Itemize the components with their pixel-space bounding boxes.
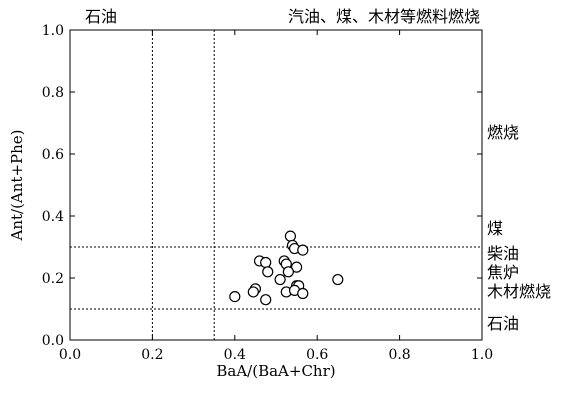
x-tick-label: 0.2 [141,347,163,363]
region-label-wood-combustion: 木材燃烧 [487,282,551,301]
top-right-region-label: 汽油、煤、木材等燃料燃烧 [288,7,480,26]
scatter-point [282,266,294,278]
y-tick-label: 0.8 [42,85,64,101]
x-tick-label: 0.8 [388,347,410,363]
scatter-point [284,230,297,242]
region-label-coking: 焦炉 [487,263,519,282]
scatter-point [260,294,272,306]
x-tick-label: 1.0 [471,347,493,363]
top-left-region-label: 石油 [85,7,117,26]
x-axis-label: BaA/(BaA+Chr) [216,362,335,380]
y-tick-label: 0.0 [42,333,64,349]
region-label-coal: 煤 [487,219,503,238]
plot-frame [69,29,483,341]
scatter-point [229,291,241,303]
x-tick-label: 0.0 [59,347,81,363]
scatter-point [247,286,259,298]
scatter-point [291,261,303,273]
scatter-point [260,256,272,269]
scatter-point [262,266,274,278]
y-axis-label: Ant/(Ant+Phe) [8,130,26,242]
y-tick-label: 0.2 [42,271,64,287]
scatter-point [297,244,309,256]
scatter-point [297,287,309,300]
x-tick-label: 0.4 [224,347,246,363]
region-label-diesel: 柴油 [487,244,519,263]
region-label-combustion: 燃烧 [487,123,519,142]
region-label-petroleum: 石油 [487,314,519,333]
x-tick-label: 0.6 [306,347,328,363]
scatter-point [274,273,286,286]
y-tick-label: 0.6 [42,147,64,163]
y-tick-label: 1.0 [42,23,64,39]
scatter-point [332,273,344,286]
y-tick-label: 0.4 [42,209,64,225]
